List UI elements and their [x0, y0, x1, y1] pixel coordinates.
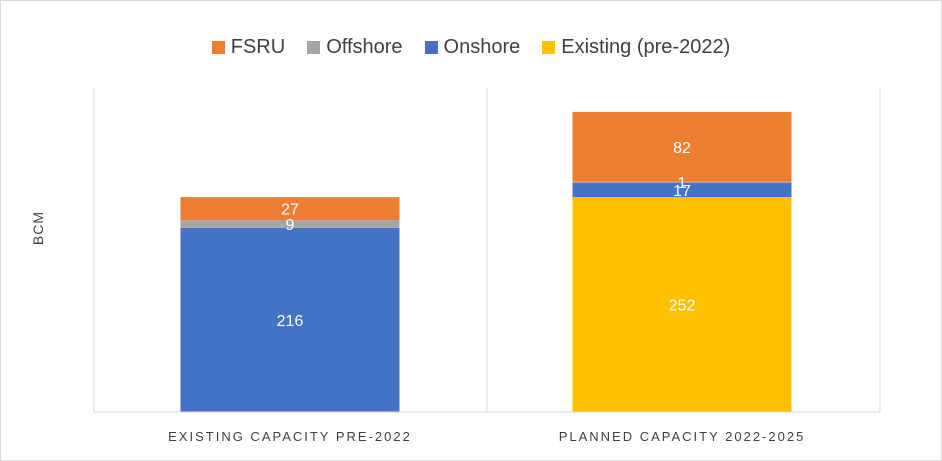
labels-layer: 216 927 EXISTING CAPACITY PRE-2022 252 171 82…: [168, 140, 806, 444]
legend-label-offshore: Offshore: [326, 36, 403, 58]
legend-label-fsru: FSRU: [230, 36, 286, 58]
bar-segment-fsru-1: [180, 197, 400, 221]
data-label-onshore-2: 17: [673, 183, 691, 200]
bar-segment-existing-pre-2022-2: [572, 197, 792, 412]
data-label-onshore-1: 216: [277, 313, 304, 330]
bar-segment-onshore-2: [572, 182, 792, 198]
legend-label-existing: Existing (pre-2022): [561, 36, 731, 58]
bars-layer: [180, 111, 792, 412]
data-label-offshore-1: 9: [286, 217, 295, 234]
x-tick-label-1: EXISTING CAPACITY PRE-2022: [168, 429, 412, 444]
bar-segment-offshore-2: [572, 181, 792, 183]
chart-legend: FSRU Offshore Onshore Existing (pre-2022…: [0, 36, 942, 59]
legend-item-offshore: Offshore: [307, 36, 403, 59]
data-label-fsru-1: 27: [281, 202, 299, 219]
x-tick-label-2: PLANNED CAPACITY 2022-2025: [559, 429, 806, 444]
bar-segment-fsru-2: [572, 111, 792, 182]
data-label-fsru-2: 82: [673, 140, 691, 157]
data-label-offshore-2: 1: [678, 175, 687, 192]
bar-segment-onshore-1: [180, 227, 400, 412]
legend-swatch-fsru: [211, 41, 225, 54]
legend-item-onshore: Onshore: [424, 36, 521, 59]
legend-swatch-onshore: [424, 41, 438, 54]
legend-swatch-existing: [542, 41, 556, 54]
legend-swatch-offshore: [307, 41, 321, 54]
bar-segment-offshore-1: [180, 220, 400, 228]
data-label-existing-pre-2022-2: 252: [669, 298, 696, 315]
legend-item-existing: Existing (pre-2022): [542, 36, 730, 59]
legend-label-onshore: Onshore: [443, 36, 521, 58]
legend-item-fsru: FSRU: [211, 36, 286, 59]
